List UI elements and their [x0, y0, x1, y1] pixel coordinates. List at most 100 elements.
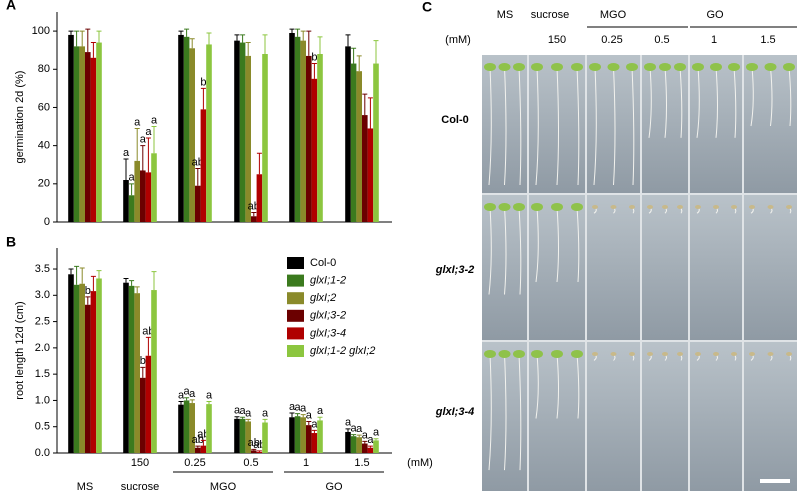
root	[504, 206, 507, 295]
bar	[90, 291, 97, 453]
bar	[68, 274, 74, 453]
significance-label: a	[351, 423, 358, 435]
legend-swatch	[287, 327, 304, 340]
error-bar	[200, 87, 206, 110]
error-bar	[289, 412, 295, 418]
seedling	[629, 352, 635, 356]
plate	[690, 342, 742, 491]
row-label: glxI;3-4	[435, 406, 475, 418]
error-bar	[200, 439, 206, 446]
error-bar	[123, 277, 129, 283]
bar	[140, 170, 146, 222]
error-bar	[234, 34, 240, 41]
bar	[356, 437, 362, 453]
y-tick-label: 2.0	[35, 342, 50, 354]
root	[518, 66, 522, 186]
plate	[482, 195, 527, 340]
seedling	[749, 352, 755, 356]
bar	[311, 433, 318, 453]
y-tick-label: 3.0	[35, 289, 50, 301]
significance-label: a	[134, 116, 141, 128]
root	[504, 66, 507, 186]
significance-label: a	[317, 405, 324, 417]
seedling	[498, 63, 511, 71]
error-bar	[240, 416, 246, 419]
significance-label: a	[129, 172, 136, 184]
seedling	[644, 63, 656, 71]
column-header: GO	[706, 9, 724, 21]
bar	[234, 40, 240, 222]
root	[556, 353, 559, 419]
error-bar	[306, 420, 312, 426]
bar	[123, 282, 129, 453]
root	[535, 66, 539, 186]
root	[518, 353, 522, 471]
significance-label: a	[206, 389, 213, 401]
bar	[256, 174, 263, 222]
seedling	[647, 205, 653, 209]
y-tick-label: 0.5	[35, 421, 50, 433]
seedling	[513, 63, 525, 71]
error-bar	[356, 434, 362, 438]
error-bar	[234, 416, 240, 419]
root	[488, 353, 492, 471]
bar	[123, 180, 129, 222]
column-header: MGO	[600, 9, 627, 21]
bar	[85, 52, 91, 222]
error-bar	[351, 434, 357, 437]
error-bar	[68, 30, 74, 35]
bar	[79, 46, 85, 223]
bar	[373, 63, 379, 222]
significance-label: a	[145, 126, 152, 138]
seedling	[629, 205, 635, 209]
bar	[145, 172, 152, 222]
plate	[744, 195, 797, 340]
bar	[145, 355, 152, 453]
seedling	[764, 63, 777, 71]
plate	[744, 342, 797, 491]
error-bar	[251, 448, 257, 451]
bar	[362, 443, 368, 453]
error-bar	[96, 30, 102, 43]
bar	[206, 44, 212, 222]
error-bar	[79, 267, 85, 284]
group-label: MGO	[210, 481, 237, 491]
bar	[178, 34, 184, 223]
seedling	[592, 205, 598, 209]
legend-label: Col-0	[310, 257, 336, 269]
panel-label: B	[6, 234, 16, 250]
y-axis-label: root length 12d (cm)	[14, 301, 26, 399]
error-bar	[129, 280, 135, 286]
bar	[306, 55, 312, 223]
error-bar	[300, 414, 306, 418]
error-bar	[256, 450, 262, 452]
bar	[234, 418, 240, 453]
seedling	[710, 63, 722, 71]
root	[750, 66, 754, 127]
plate	[529, 195, 585, 340]
seedling	[498, 203, 511, 211]
root	[535, 206, 539, 283]
seedling	[674, 63, 686, 71]
error-bar	[85, 296, 91, 305]
error-bar	[134, 127, 140, 161]
seedling	[531, 350, 543, 358]
bar	[206, 404, 212, 453]
significance-label: a	[140, 134, 147, 146]
error-bar	[195, 445, 201, 448]
error-bar	[311, 429, 317, 434]
error-bar	[351, 47, 357, 64]
bar	[151, 153, 157, 222]
root	[576, 206, 580, 283]
seedling	[713, 205, 719, 209]
error-bar	[184, 397, 190, 401]
error-bar	[251, 211, 257, 217]
bar	[195, 185, 201, 222]
error-bar	[68, 268, 74, 275]
error-bar	[345, 428, 351, 432]
unit-label: (mM)	[445, 34, 471, 46]
error-bar	[362, 93, 368, 116]
bar	[367, 128, 374, 222]
bar	[317, 54, 323, 222]
